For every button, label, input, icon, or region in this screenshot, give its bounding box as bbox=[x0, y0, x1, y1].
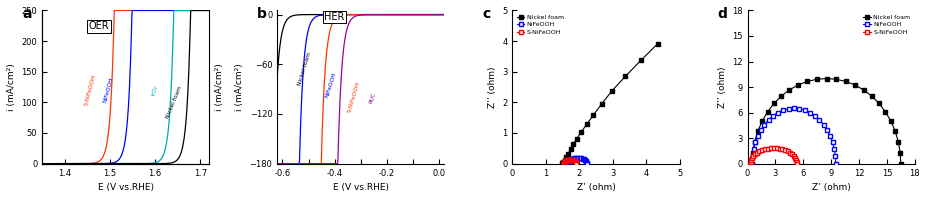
Text: b: b bbox=[257, 7, 267, 21]
Y-axis label: Z’’ (ohm): Z’’ (ohm) bbox=[488, 66, 497, 108]
Y-axis label: Z’’ (ohm): Z’’ (ohm) bbox=[717, 66, 727, 108]
Text: HER: HER bbox=[324, 12, 345, 22]
Text: Nickel foam: Nickel foam bbox=[298, 51, 312, 86]
Text: d: d bbox=[717, 7, 728, 21]
Text: IrO₂: IrO₂ bbox=[150, 84, 159, 96]
Text: a: a bbox=[22, 7, 32, 21]
Y-axis label: i (mA/cm²): i (mA/cm²) bbox=[215, 63, 223, 111]
Text: Nickel foam: Nickel foam bbox=[166, 85, 184, 119]
Text: S-NiFeOOH: S-NiFeOOH bbox=[83, 74, 97, 106]
Y-axis label: i (mA/cm²): i (mA/cm²) bbox=[235, 63, 244, 111]
Text: NiFeOOH: NiFeOOH bbox=[103, 77, 114, 104]
Text: c: c bbox=[482, 7, 490, 21]
X-axis label: E (V vs.RHE): E (V vs.RHE) bbox=[333, 183, 388, 192]
X-axis label: Z’ (ohm): Z’ (ohm) bbox=[577, 183, 616, 192]
Text: S-NiFeOOH: S-NiFeOOH bbox=[348, 81, 362, 114]
Text: NiFeOOH: NiFeOOH bbox=[324, 71, 337, 99]
Legend: Nickel foam, NiFeOOH, S-NiFeOOH: Nickel foam, NiFeOOH, S-NiFeOOH bbox=[515, 14, 565, 36]
X-axis label: Z’ (ohm): Z’ (ohm) bbox=[812, 183, 851, 192]
Text: OER: OER bbox=[89, 21, 109, 31]
Text: Pt/C: Pt/C bbox=[368, 91, 376, 104]
X-axis label: E (V vs.RHE): E (V vs.RHE) bbox=[97, 183, 154, 192]
Y-axis label: i (mA/cm²): i (mA/cm²) bbox=[6, 63, 16, 111]
Legend: Nickel foam, NiFeOOH, S-NiFeOOH: Nickel foam, NiFeOOH, S-NiFeOOH bbox=[862, 14, 911, 36]
